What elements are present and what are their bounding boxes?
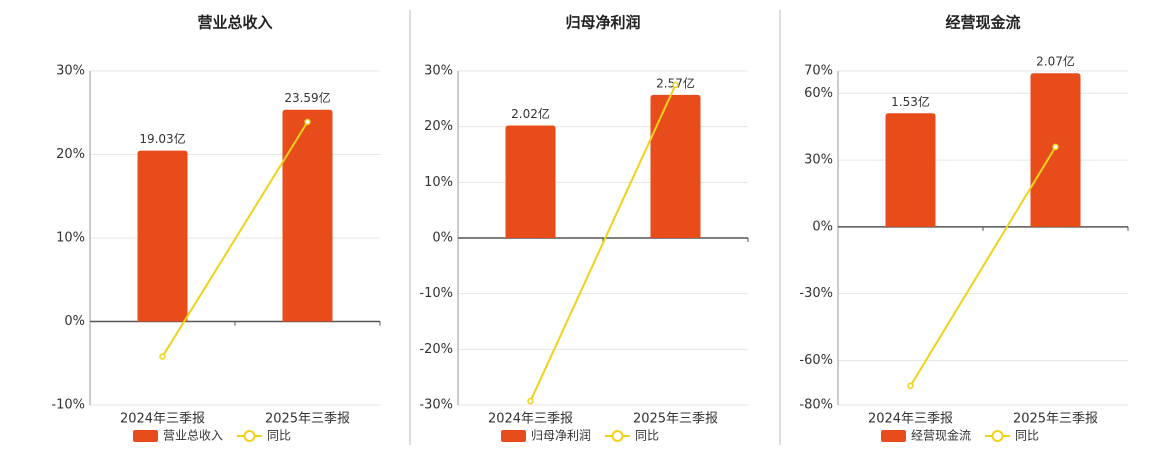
- y-tick-label: 10%: [56, 231, 85, 246]
- bar: [282, 109, 333, 322]
- value-label: 1.53亿: [891, 94, 930, 109]
- y-tick-label: 30%: [804, 153, 833, 168]
- y-tick-label: -30%: [799, 286, 833, 301]
- x-tick-label: 2024年三季报: [868, 412, 953, 427]
- line-point: [304, 118, 311, 126]
- legend-label: 同比: [267, 429, 291, 443]
- line-point: [527, 397, 534, 405]
- y-tick-label: -30%: [419, 398, 453, 413]
- line-point: [672, 81, 679, 89]
- legend-label: 归母净利润: [531, 429, 591, 443]
- legend-swatch: [881, 430, 906, 442]
- y-tick-label: 70%: [804, 64, 833, 79]
- y-tick-label: 30%: [56, 64, 85, 79]
- bar: [885, 113, 936, 227]
- line: [161, 121, 309, 358]
- y-tick-label: 0%: [64, 314, 85, 329]
- y-tick-label: -60%: [799, 353, 833, 368]
- x-tick-label: 2024年三季报: [120, 412, 205, 427]
- x-tick-label: 2025年三季报: [265, 412, 350, 427]
- y-tick-label: 20%: [424, 119, 453, 134]
- line: [529, 84, 677, 402]
- chart-title: 经营现金流: [945, 14, 1020, 32]
- value-label: 23.59亿: [284, 90, 330, 105]
- y-tick-label: 10%: [424, 175, 453, 190]
- y-tick-label: 20%: [56, 147, 85, 162]
- value-label: 2.07亿: [1036, 54, 1075, 69]
- legend-swatch: [243, 430, 256, 442]
- legend-swatch: [501, 430, 526, 442]
- legend-label: 营业总收入: [163, 429, 223, 443]
- legend-swatch: [991, 430, 1004, 442]
- bar: [505, 125, 556, 238]
- value-label: 2.02亿: [511, 106, 550, 121]
- value-label: 19.03亿: [139, 131, 185, 146]
- legend-swatch: [611, 430, 624, 442]
- y-tick-label: -10%: [51, 398, 85, 413]
- x-tick-label: 2025年三季报: [633, 412, 718, 427]
- legend-label: 同比: [1015, 429, 1039, 443]
- legend-swatch: [133, 430, 158, 442]
- chart-title: 营业总收入: [197, 14, 272, 32]
- y-tick-label: -80%: [799, 398, 833, 413]
- y-tick-label: -10%: [419, 286, 453, 301]
- line: [909, 146, 1057, 387]
- x-tick-label: 2025年三季报: [1013, 412, 1098, 427]
- legend-label: 同比: [635, 429, 659, 443]
- chart-title: 归母净利润: [565, 14, 640, 32]
- y-tick-label: 0%: [432, 231, 453, 246]
- bar: [137, 150, 188, 322]
- line-point: [159, 353, 166, 360]
- line-point: [1052, 143, 1059, 151]
- y-tick-label: 30%: [424, 64, 453, 79]
- bar: [650, 94, 701, 238]
- y-tick-label: 0%: [812, 219, 833, 234]
- x-tick-label: 2024年三季报: [488, 412, 573, 427]
- line-point: [907, 382, 914, 390]
- y-tick-label: 60%: [804, 86, 833, 101]
- y-tick-label: -20%: [419, 342, 453, 357]
- legend-label: 经营现金流: [911, 428, 971, 443]
